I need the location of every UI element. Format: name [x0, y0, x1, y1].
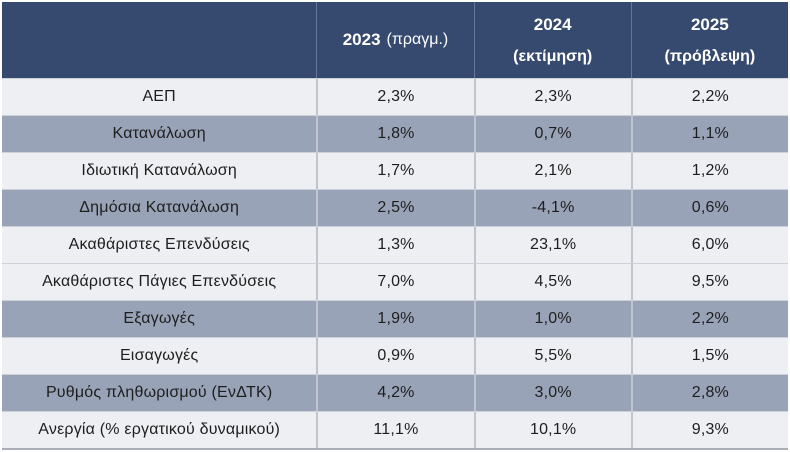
cell-2024: 2,1%	[473, 153, 631, 189]
row-label: Εισαγωγές	[119, 347, 199, 364]
cell-2023: 1,7%	[316, 153, 473, 189]
cell-2025: 1,2%	[630, 153, 788, 189]
row-label: Ακαθάριστες Πάγιες Επενδύσεις	[42, 273, 277, 290]
cell-2023: 2,5%	[316, 190, 473, 226]
cell-2024: 23,1%	[473, 227, 631, 263]
cell-2023: 1,8%	[316, 116, 473, 152]
table-row-inflation: Ρυθμός πληθωρισμού (ΕνΔΤΚ) 4,2% 3,0% 2,8…	[2, 374, 788, 411]
cell-2023: 1,9%	[316, 301, 473, 337]
cell-2023: 1,3%	[316, 227, 473, 263]
header-col-2025: 2025 (πρόβλεψη)	[630, 2, 788, 78]
row-label: Ανεργία (% εργατικού δυναμικού)	[38, 421, 281, 438]
cell-2025: 0,6%	[630, 190, 788, 226]
cell-2025: 2,2%	[630, 301, 788, 337]
table-row-exports: Εξαγωγές 1,9% 1,0% 2,2%	[2, 300, 788, 337]
table-row-gross-investment: Ακαθάριστες Επενδύσεις 1,3% 23,1% 6,0%	[2, 226, 788, 263]
cell-2024: 0,7%	[473, 116, 631, 152]
cell-2024: -4,1%	[473, 190, 631, 226]
table-row-unemployment: Ανεργία (% εργατικού δυναμικού) 11,1% 10…	[2, 411, 788, 448]
cell-2025: 6,0%	[630, 227, 788, 263]
table-row-gross-fixed-investment: Ακαθάριστες Πάγιες Επενδύσεις 7,0% 4,5% …	[2, 263, 788, 300]
header-empty-cell	[2, 2, 316, 78]
cell-2025: 2,8%	[630, 375, 788, 411]
cell-2025: 9,5%	[630, 264, 788, 300]
cell-2024: 2,3%	[473, 79, 631, 115]
header-year-2025: 2025	[690, 14, 729, 34]
table-row-public-consumption: Δημόσια Κατανάλωση 2,5% -4,1% 0,6%	[2, 189, 788, 226]
cell-2024: 5,5%	[473, 338, 631, 374]
cell-2024: 4,5%	[473, 264, 631, 300]
row-label: Κατανάλωση	[112, 125, 206, 142]
header-note-2024: (εκτίμηση)	[513, 47, 593, 65]
header-year-2024: 2024	[533, 14, 572, 34]
table-row-consumption: Κατανάλωση 1,8% 0,7% 1,1%	[2, 115, 788, 152]
row-label: Ιδιωτική Κατανάλωση	[81, 162, 237, 179]
cell-2023: 11,1%	[316, 412, 473, 448]
header-year-2023: 2023	[342, 30, 381, 49]
table-header-row: 2023 (πραγμ.) 2024 (εκτίμηση) 2025 (πρόβ…	[2, 2, 788, 78]
row-label: Εξαγωγές	[123, 310, 195, 327]
header-note-2023: (πραγμ.)	[386, 31, 449, 48]
row-label: Ακαθάριστες Επενδύσεις	[68, 236, 250, 253]
table-row-imports: Εισαγωγές 0,9% 5,5% 1,5%	[2, 337, 788, 374]
table-row-private-consumption: Ιδιωτική Κατανάλωση 1,7% 2,1% 1,2%	[2, 152, 788, 189]
cell-2025: 2,2%	[630, 79, 788, 115]
header-col-2024: 2024 (εκτίμηση)	[473, 2, 631, 78]
cell-2025: 1,5%	[630, 338, 788, 374]
table-row-gdp: ΑΕΠ 2,3% 2,3% 2,2%	[2, 78, 788, 115]
cell-2024: 1,0%	[473, 301, 631, 337]
row-label: Ρυθμός πληθωρισμού (ΕνΔΤΚ)	[45, 384, 273, 401]
cell-2024: 10,1%	[473, 412, 631, 448]
cell-2023: 2,3%	[316, 79, 473, 115]
cell-2023: 0,9%	[316, 338, 473, 374]
row-label: ΑΕΠ	[142, 88, 176, 105]
cell-2023: 7,0%	[316, 264, 473, 300]
cell-2025: 9,3%	[630, 412, 788, 448]
cell-2023: 4,2%	[316, 375, 473, 411]
row-label: Δημόσια Κατανάλωση	[79, 199, 240, 216]
cell-2025: 1,1%	[630, 116, 788, 152]
header-note-2025: (πρόβλεψη)	[664, 47, 756, 65]
header-col-2023: 2023 (πραγμ.)	[316, 2, 473, 78]
cell-2024: 3,0%	[473, 375, 631, 411]
